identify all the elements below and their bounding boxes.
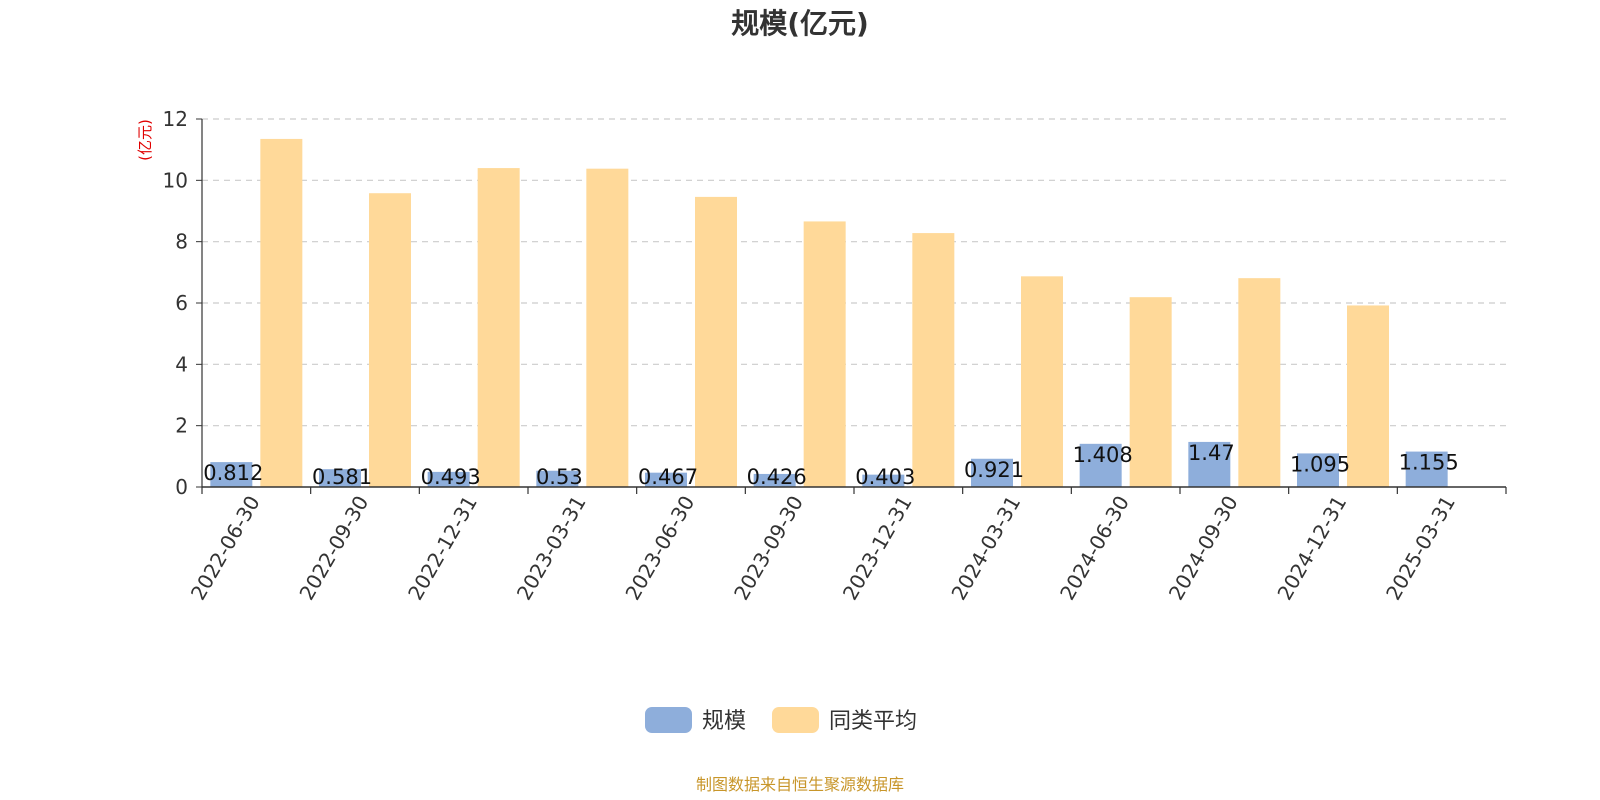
x-tick-label: 2025-03-31 [1381,492,1460,605]
x-tick-label: 2024-03-31 [946,492,1025,605]
data-label: 0.426 [747,465,807,489]
data-labels: 0.812 0.581 0.493 0.53 0.467 0.426 0.403 0.921 1… [203,441,1458,489]
x-tick-label: 2023-12-31 [838,491,917,604]
bar-规模 [971,458,1013,487]
bars [210,138,1448,488]
data-label: 1.47 [1188,441,1235,465]
bar-同类平均 [369,193,411,488]
bar-同类平均 [260,138,303,487]
data-label: 0.493 [421,465,481,489]
y-tick-label: 0 [175,475,188,499]
legend-label: 同类平均 [829,709,917,734]
y-tick-label: 8 [175,230,188,254]
bar-规模 [210,462,253,487]
x-tick-label: 2023-09-30 [729,492,808,605]
data-label: 0.53 [536,465,583,489]
bar-规模 [753,473,796,487]
data-label: 0.921 [964,458,1024,482]
bar-同类平均 [1347,305,1389,487]
source-note: 制图数据来自恒生聚源数据库 [696,775,904,794]
data-label: 0.812 [203,461,263,485]
y-tick-label: 4 [175,352,188,376]
y-tick-label: 12 [163,107,188,131]
data-label: 0.581 [312,465,372,489]
chart-title: 规模(亿元) [731,7,869,40]
y-axis: 0 2 4 6 8 10 12 [163,107,203,499]
x-axis: 2022-06-30 2022-09-30 2022-12-31 2023-03-31… [186,486,1507,605]
bar-规模 [1297,453,1339,487]
x-tick-label: 2024-12-31 [1272,492,1351,605]
bar-同类平均 [695,196,737,488]
y-tick-label: 10 [163,168,188,192]
bar-同类平均 [803,221,846,487]
y-tick-label: 2 [175,414,188,438]
data-label: 0.403 [855,465,915,489]
y-tick-label: 6 [175,291,188,315]
bar-规模 [1405,451,1448,487]
grid-lines [202,118,1506,427]
bar-规模 [1188,441,1231,487]
bar-同类平均 [1238,278,1281,487]
data-label: 1.408 [1073,443,1133,467]
x-tick-label: 2023-03-31 [512,492,591,605]
data-label: 1.155 [1399,451,1459,475]
x-tick-label: 2022-12-31 [403,491,482,604]
bar-同类平均 [586,168,629,487]
bar-同类平均 [912,233,955,487]
bar-规模 [536,470,579,487]
bar-规模 [427,471,470,487]
x-tick-label: 2022-06-30 [186,492,265,605]
bar-规模 [1079,443,1122,487]
data-label: 1.095 [1290,452,1350,476]
bar-同类平均 [477,168,520,488]
legend: 规模 同类平均 [645,707,917,734]
legend-swatch [645,707,692,733]
y-axis-unit-label: (亿元) [136,119,154,161]
data-label: 0.467 [638,465,698,489]
bar-同类平均 [1021,276,1063,487]
x-tick-label: 2024-06-30 [1055,492,1134,605]
x-tick-label: 2023-06-30 [620,492,699,605]
bar-规模 [319,469,361,487]
x-tick-label: 2022-09-30 [294,492,373,605]
bar-同类平均 [1129,297,1172,487]
bar-规模 [862,474,905,487]
legend-swatch [772,707,819,733]
legend-label: 规模 [702,709,746,734]
x-tick-label: 2024-09-30 [1164,492,1243,605]
bar-规模 [645,472,687,487]
